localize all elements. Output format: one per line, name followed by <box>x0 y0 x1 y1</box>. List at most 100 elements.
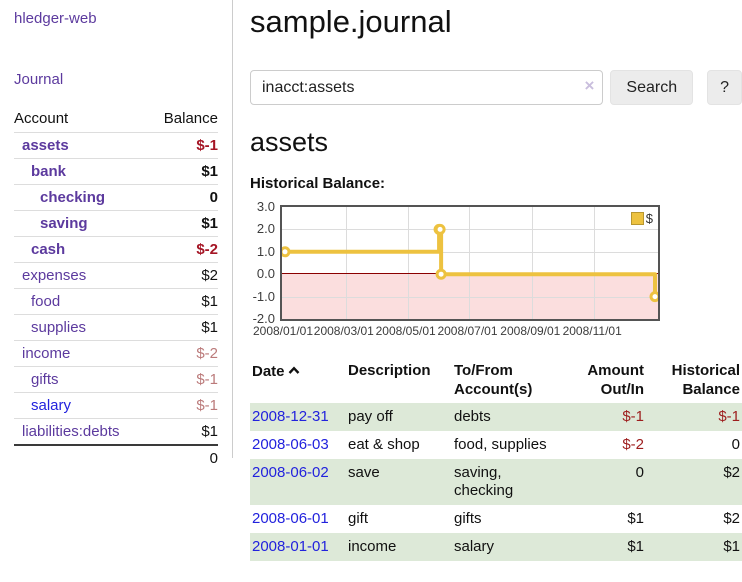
account-balance: $-1 <box>148 392 218 419</box>
transaction-description: gift <box>348 510 369 527</box>
help-button[interactable]: ? <box>707 70 742 105</box>
account-balance: $-1 <box>148 366 218 393</box>
sort-ascending-icon <box>288 361 300 380</box>
account-link-supplies[interactable]: supplies <box>31 319 87 336</box>
account-row: expenses $2 <box>14 262 218 289</box>
transaction-balance: $-1 <box>718 408 740 425</box>
sidebar: hledger-web Journal Account Balance asse… <box>0 0 233 471</box>
x-tick-label: 2008/09/01 <box>500 324 561 338</box>
search-input[interactable] <box>250 70 604 105</box>
accounts-header-row: Account Balance <box>14 106 218 133</box>
account-row: checking 0 <box>14 184 218 211</box>
account-link-salary[interactable]: salary <box>31 397 72 414</box>
chart-x-axis: 2008/01/01 2008/03/01 2008/05/01 2008/07/01… <box>253 321 660 339</box>
account-link-checking[interactable]: checking <box>40 189 106 206</box>
search-button[interactable]: Search <box>610 70 694 105</box>
account-balance: $-2 <box>148 340 218 367</box>
transaction-amount: $1 <box>627 510 644 527</box>
account-link-bank[interactable]: bank <box>31 163 67 180</box>
register-row: 2008-12-31 pay off debts $-1 $-1 <box>250 403 742 431</box>
account-balance: $2 <box>148 262 218 289</box>
account-link-assets[interactable]: assets <box>22 137 69 154</box>
chart-legend: $ <box>629 211 654 226</box>
transaction-amount: $-1 <box>622 408 644 425</box>
transaction-accounts: gifts <box>454 510 482 527</box>
transaction-amount: 0 <box>635 464 644 481</box>
account-balance: $1 <box>148 158 218 185</box>
register-header-row: Date Description To/From Account(s) Amou… <box>250 359 742 403</box>
transaction-date-link[interactable]: 2008-06-03 <box>252 436 329 453</box>
chart-title: Historical Balance: <box>250 175 386 192</box>
account-row: income $-2 <box>14 340 218 367</box>
account-balance: $1 <box>148 288 218 315</box>
transaction-date-link[interactable]: 2008-12-31 <box>252 408 329 425</box>
sidebar-item-journal[interactable]: Journal <box>14 71 64 88</box>
y-tick-label: 0.0 <box>256 266 275 282</box>
account-link-income[interactable]: income <box>22 345 71 362</box>
transaction-balance: $2 <box>723 510 740 527</box>
app-window: hledger-web Journal Account Balance asse… <box>0 0 742 561</box>
transaction-description: eat & shop <box>348 436 420 453</box>
register-header-accounts: To/From Account(s) <box>454 362 533 398</box>
transaction-accounts: food, supplies <box>454 436 547 453</box>
register-header-description: Description <box>348 362 431 379</box>
account-link-gifts[interactable]: gifts <box>31 371 59 388</box>
chart-plot-area: $ <box>280 205 660 321</box>
transaction-balance: 0 <box>731 436 740 453</box>
account-balance: $1 <box>148 314 218 341</box>
transaction-description: save <box>348 464 380 481</box>
y-tick-label: 3.0 <box>256 199 275 214</box>
accounts-header-account: Account <box>14 110 69 127</box>
x-tick-label: 2008/11/01 <box>562 324 622 338</box>
account-balance: $-2 <box>148 236 218 263</box>
transaction-description: income <box>348 538 397 555</box>
transaction-description: pay off <box>348 408 393 425</box>
transaction-accounts: debts <box>454 408 491 425</box>
y-tick-label: 2.0 <box>256 221 275 237</box>
register-header-balance: Historical Balance <box>671 362 740 398</box>
register-row: 2008-06-02 save saving, checking 0 $2 <box>250 459 742 505</box>
register-table: Date Description To/From Account(s) Amou… <box>250 359 742 561</box>
account-row: assets $-1 <box>14 132 218 159</box>
main-content: sample.journal × Search ? assets Histori… <box>233 0 742 561</box>
accounts-table: Account Balance assets $-1 bank $1 check… <box>14 106 218 471</box>
transaction-amount: $1 <box>627 538 644 555</box>
transaction-date-link[interactable]: 2008-06-02 <box>252 464 329 481</box>
transaction-date-link[interactable]: 2008-06-01 <box>252 510 329 527</box>
accounts-total-value: 0 <box>148 444 218 471</box>
account-balance: $-1 <box>148 132 218 159</box>
register-row: 2008-06-01 gift gifts $1 $2 <box>250 505 742 533</box>
account-row: gifts $-1 <box>14 366 218 393</box>
transaction-accounts: saving, checking <box>454 464 514 499</box>
account-link-expenses[interactable]: expenses <box>22 267 87 284</box>
app-title-link[interactable]: hledger-web <box>14 10 97 27</box>
account-link-food[interactable]: food <box>31 293 61 310</box>
transaction-accounts: salary <box>454 538 495 555</box>
transaction-date-link[interactable]: 2008-01-01 <box>252 538 329 555</box>
register-header-date[interactable]: Date <box>250 359 346 403</box>
transaction-amount: $-2 <box>622 436 644 453</box>
account-row: liabilities:debts $1 <box>14 418 218 445</box>
account-row: food $1 <box>14 288 218 315</box>
y-tick-label: -2.0 <box>252 311 275 326</box>
search-bar: × Search ? <box>250 70 742 105</box>
account-heading: assets <box>250 127 329 157</box>
transaction-balance: $1 <box>723 538 740 555</box>
account-link-cash[interactable]: cash <box>31 241 66 258</box>
balance-line <box>282 223 658 303</box>
clear-search-icon[interactable]: × <box>584 76 595 95</box>
register-row: 2008-06-03 eat & shop food, supplies $-2… <box>250 431 742 459</box>
y-tick-label: 1.0 <box>256 243 275 259</box>
account-row: salary $-1 <box>14 392 218 419</box>
register-row: 2008-01-01 income salary $1 $1 <box>250 533 742 561</box>
account-row: cash $-2 <box>14 236 218 263</box>
account-link-liabilities-debts[interactable]: liabilities:debts <box>22 423 120 440</box>
accounts-header-balance: Balance <box>163 110 218 127</box>
account-balance: 0 <box>148 184 218 211</box>
account-balance: $1 <box>148 418 218 445</box>
account-link-saving[interactable]: saving <box>40 215 88 232</box>
transaction-balance: $2 <box>723 464 740 481</box>
y-tick-label: -1.0 <box>252 288 275 304</box>
legend-swatch-icon <box>630 212 644 225</box>
account-row: bank $1 <box>14 158 218 185</box>
